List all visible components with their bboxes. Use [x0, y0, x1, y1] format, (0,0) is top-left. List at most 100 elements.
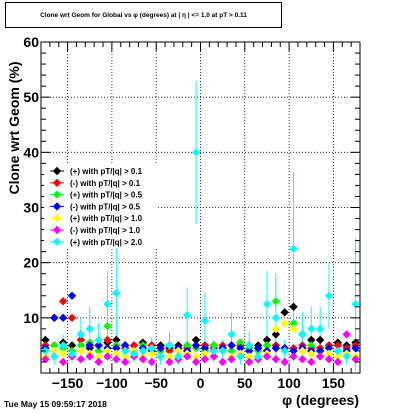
data-point [67, 341, 77, 350]
legend-marker [52, 202, 62, 211]
data-point [103, 352, 112, 361]
data-point [120, 346, 130, 356]
data-point [271, 355, 281, 364]
legend-label: (-) with pT/|q| > 1.0 [70, 226, 141, 235]
data-point [324, 349, 334, 358]
data-point [253, 343, 263, 353]
data-point [103, 346, 112, 356]
data-point [94, 335, 103, 345]
data-point [298, 346, 307, 356]
data-point [58, 313, 68, 323]
legend-label: (+) with pT/|q| > 2.0 [70, 238, 143, 247]
data-point [76, 330, 86, 339]
data-point [280, 308, 289, 317]
y-tick-label: 40 [23, 144, 39, 160]
data-point [76, 355, 86, 364]
data-point [112, 343, 121, 353]
data-point [307, 349, 316, 358]
timestamp: Tue May 15 09:59:17 2018 [4, 399, 107, 409]
data-point [271, 324, 281, 334]
data-point [298, 355, 307, 364]
data-point [112, 335, 121, 345]
data-point [112, 355, 121, 364]
data-point [103, 335, 112, 345]
legend-marker [52, 214, 62, 223]
data-point [315, 324, 325, 334]
data-point [289, 346, 298, 356]
data-point [76, 335, 86, 345]
data-point [307, 357, 316, 367]
data-point [67, 291, 77, 300]
data-point [351, 299, 360, 309]
data-point [76, 341, 86, 350]
data-point [245, 352, 254, 361]
data-point [218, 346, 227, 356]
data-point [103, 321, 112, 331]
data-point [129, 341, 139, 350]
data-point [165, 346, 174, 356]
data-point [120, 357, 130, 367]
data-point [289, 352, 298, 361]
data-point [191, 357, 201, 367]
data-point [333, 357, 343, 367]
data-point [218, 357, 227, 367]
data-point [138, 355, 148, 364]
data-point [85, 341, 94, 350]
data-point [58, 357, 68, 367]
data-point [315, 346, 325, 356]
data-point [262, 352, 272, 361]
data-point [324, 291, 334, 300]
y-tick-label: 30 [23, 200, 39, 216]
data-point [147, 343, 156, 353]
x-tick-label: −50 [144, 375, 168, 391]
data-point [191, 341, 201, 350]
data-point [191, 148, 201, 157]
legend-marker [52, 225, 62, 235]
data-point [183, 310, 192, 320]
data-point [262, 341, 272, 350]
data-point [200, 316, 210, 325]
data-point [165, 341, 174, 350]
data-point [85, 324, 94, 334]
data-point [227, 346, 236, 356]
data-point [271, 313, 281, 323]
data-point [289, 324, 298, 334]
data-point [307, 335, 316, 345]
data-point [58, 349, 68, 358]
data-point [280, 357, 289, 367]
data-point [165, 352, 174, 361]
data-point [315, 335, 325, 345]
data-point [333, 341, 343, 350]
data-point [120, 352, 130, 361]
y-tick-label: 20 [23, 255, 39, 271]
x-axis-title: φ (degrees) [282, 392, 359, 408]
x-tick-label: −100 [96, 375, 128, 391]
data-point [315, 352, 325, 361]
data-point [271, 330, 281, 339]
x-tick-label: 150 [322, 375, 346, 391]
data-point [289, 244, 298, 254]
data-point [227, 355, 236, 364]
data-point [324, 343, 334, 353]
data-point [307, 341, 316, 350]
data-point [280, 319, 289, 328]
legend-marker [52, 166, 62, 176]
data-point [147, 357, 156, 367]
axes: −150 −100 −50 0 50 100 150 10 20 30 40 50 60 [23, 34, 361, 391]
data-point [41, 355, 50, 364]
data-point [129, 349, 139, 358]
data-point [174, 352, 183, 361]
legend: (+) with pT/|q| > 0.1 (-) with pT/|q| > 0… [44, 164, 157, 248]
data-point [236, 338, 245, 347]
x-tick-label: 100 [277, 375, 301, 391]
data-points [41, 148, 360, 367]
data-point [351, 343, 360, 353]
data-point [85, 352, 94, 361]
data-point [227, 330, 236, 339]
legend-label: (-) with pT/|q| > 0.1 [70, 179, 141, 188]
data-point [200, 343, 210, 353]
legend-marker [52, 178, 62, 187]
data-point [298, 330, 307, 339]
data-point [271, 343, 281, 353]
data-point [245, 341, 254, 350]
